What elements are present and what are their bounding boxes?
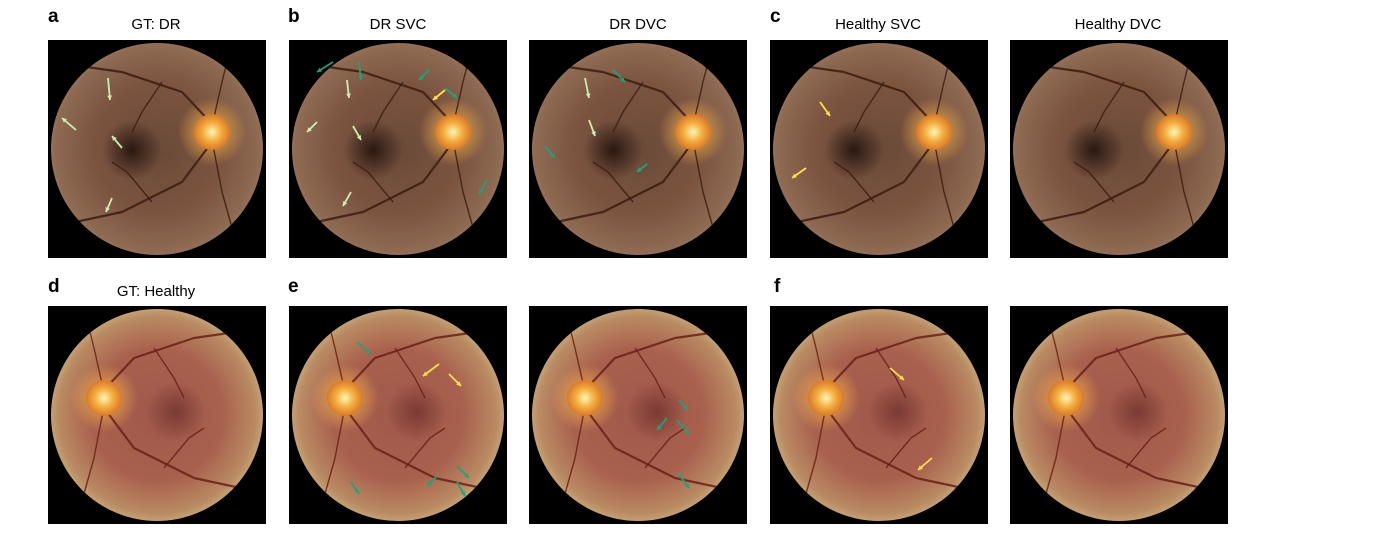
lesion-arrow: [432, 89, 446, 101]
lesion-arrow: [448, 373, 462, 387]
lesion-arrow: [426, 475, 438, 487]
lesion-arrow: [105, 197, 113, 213]
fundus-image-healthy-recon-dvc: [1010, 306, 1228, 524]
panel-letter-d: d: [48, 276, 60, 297]
lesion-arrow: [478, 179, 488, 195]
fundus-image-healthy-svc: [770, 40, 988, 258]
lesion-arrow: [819, 101, 831, 117]
lesion-arrow: [456, 465, 470, 479]
fundus-image-gt-healthy: [48, 306, 266, 524]
lesion-arrow: [656, 417, 668, 431]
lesion-arrow: [358, 61, 363, 81]
lesion-arrow: [676, 471, 690, 489]
lesion-arrow: [676, 419, 690, 435]
lesion-arrow: [61, 117, 77, 131]
lesion-arrow: [316, 61, 334, 73]
fundus-image-healthy-dvc: [1010, 40, 1228, 258]
panel-letter-b: b: [288, 6, 300, 27]
fundus-image-healthy-recon-svc: [770, 306, 988, 524]
panel-letter-f: f: [774, 276, 781, 297]
caption-healthy-dvc: Healthy DVC: [1074, 16, 1162, 33]
panel-letter-c: c: [770, 6, 781, 27]
caption-gt-healthy: GT: Healthy: [116, 283, 196, 300]
fundus-image-gt-dr: [48, 40, 266, 258]
fundus-image-dr-dvc: [529, 40, 747, 258]
caption-healthy-svc: Healthy SVC: [835, 16, 921, 33]
caption-dr-svc: DR SVC: [369, 16, 427, 33]
lesion-arrow: [544, 145, 556, 159]
fundus-image-dr-svc: [289, 40, 507, 258]
lesion-arrow: [444, 87, 458, 99]
lesion-arrow: [352, 125, 362, 141]
lesion-arrow: [418, 69, 430, 81]
lesion-arrow: [889, 367, 905, 381]
lesion-arrow: [636, 163, 648, 173]
lesion-arrow: [612, 69, 626, 83]
lesion-arrow: [791, 167, 807, 179]
lesion-arrow: [584, 77, 591, 99]
lesion-arrow: [422, 363, 440, 377]
lesion-arrow: [111, 135, 123, 149]
lesion-arrow: [346, 79, 351, 99]
lesion-arrow: [306, 121, 318, 133]
lesion-arrow: [356, 341, 372, 355]
lesion-arrow: [107, 77, 112, 101]
lesion-arrow: [456, 481, 466, 497]
lesion-arrow: [588, 119, 596, 137]
lesion-arrow: [917, 457, 933, 471]
fundus-image-healthy-to-dr-svc: [289, 306, 507, 524]
lesion-arrow: [350, 481, 360, 495]
fundus-image-healthy-to-dr-dvc: [529, 306, 747, 524]
panel-letter-a: a: [48, 6, 59, 27]
lesion-arrow: [342, 191, 352, 207]
panel-letter-e: e: [288, 276, 299, 297]
caption-dr-dvc: DR DVC: [609, 16, 667, 33]
lesion-arrow: [678, 399, 688, 411]
caption-gt-dr: GT: DR: [131, 16, 181, 33]
